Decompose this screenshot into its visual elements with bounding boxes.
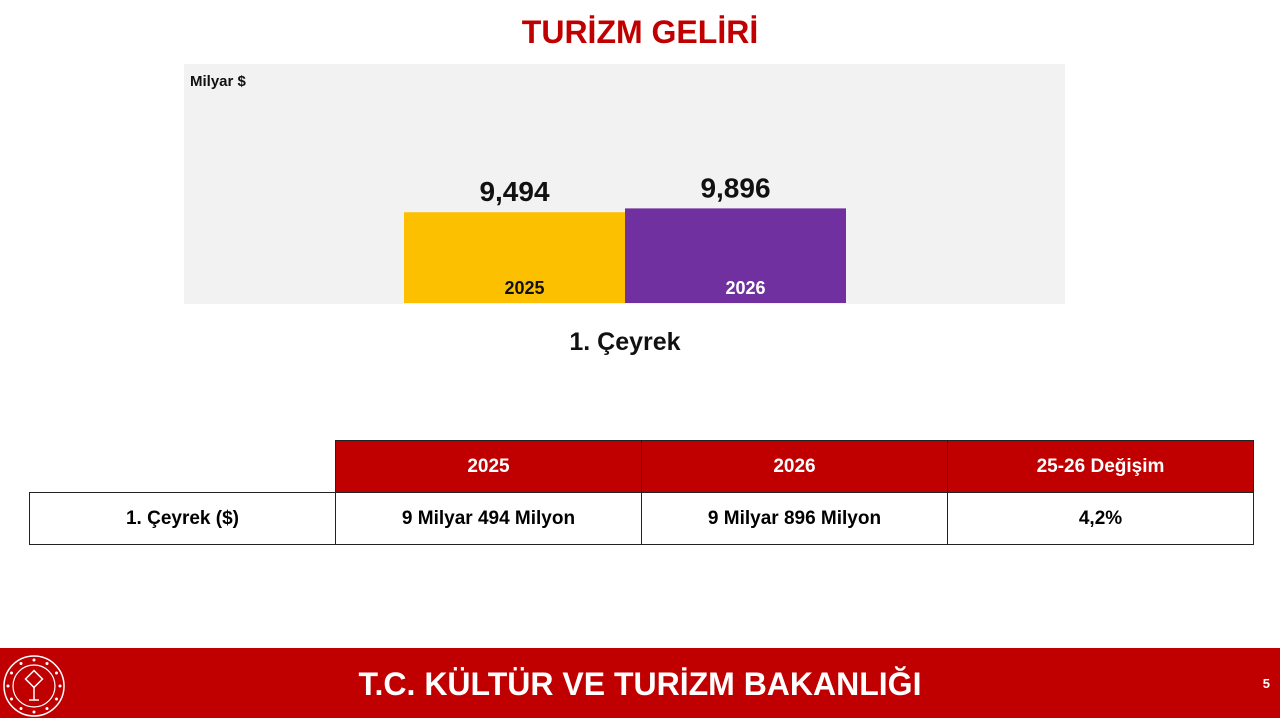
- table-row: 1. Çeyrek ($) 9 Milyar 494 Milyon 9 Mily…: [29, 492, 1254, 545]
- table-cell: 4,2%: [947, 492, 1254, 545]
- ministry-emblem-icon: [3, 655, 65, 717]
- table-cell: 1. Çeyrek ($): [29, 492, 336, 545]
- data-table: 2025 2026 25-26 Değişim 1. Çeyrek ($) 9 …: [29, 440, 1254, 545]
- bar-2026: [625, 208, 846, 303]
- table-header: 2026: [641, 440, 948, 493]
- bar-chart: Milyar $ 9,494 2025 9,896 2026: [184, 64, 1065, 304]
- x-axis-label: 1. Çeyrek: [569, 328, 681, 356]
- page-title: TURİZM GELİRİ: [521, 14, 759, 50]
- page-number: 5: [1262, 676, 1270, 691]
- footer-bar: T.C. KÜLTÜR VE TURİZM BAKANLIĞI 5: [0, 648, 1280, 718]
- footer-text: T.C. KÜLTÜR VE TURİZM BAKANLIĞI: [358, 666, 922, 702]
- category-label: 2025: [504, 278, 544, 298]
- table-header-empty: [29, 440, 336, 493]
- table-header-row: 2025 2026 25-26 Değişim: [29, 440, 1254, 493]
- bar-2025: [404, 212, 625, 303]
- category-label: 2026: [725, 278, 765, 298]
- table-header: 2025: [335, 440, 642, 493]
- data-label: 9,494: [479, 176, 549, 207]
- y-axis-label: Milyar $: [190, 73, 247, 90]
- table-header: 25-26 Değişim: [947, 440, 1254, 493]
- data-label: 9,896: [700, 172, 770, 203]
- table-cell: 9 Milyar 494 Milyon: [335, 492, 642, 545]
- table-cell: 9 Milyar 896 Milyon: [641, 492, 948, 545]
